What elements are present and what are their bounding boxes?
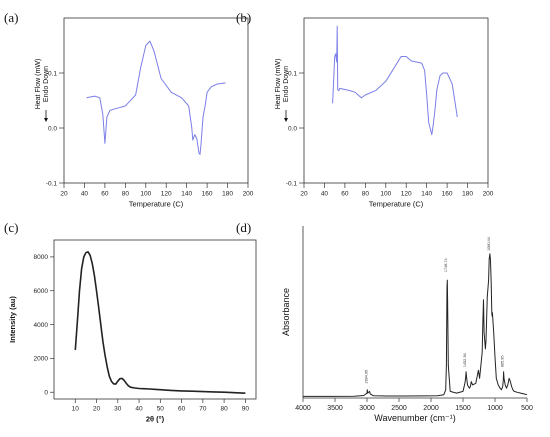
plot-frame — [303, 17, 489, 184]
ftir-chart-d: 4000 3500 3000 2500 2000 1500 1000 500 2994.95 17… — [281, 226, 533, 423]
peak-label: 865.95 — [501, 356, 505, 368]
x-tick-label: 30 — [114, 406, 122, 413]
x-tick-label: 100 — [380, 191, 391, 198]
y-axis-label-2: Endo Down — [283, 66, 290, 102]
x-tick-label: 120 — [161, 191, 172, 198]
series-line-c — [74, 250, 246, 394]
x-tick-label: 80 — [122, 191, 130, 198]
x-tick-label: 40 — [81, 191, 89, 198]
y-tick-label: 0.1 — [288, 70, 297, 77]
panel-label-c: (c) — [4, 220, 19, 235]
x-tick-label: 60 — [341, 191, 349, 198]
panel-label-d: (d) — [236, 220, 252, 235]
y-axis-label-2: Endo Down — [43, 66, 50, 102]
x-tick-label: 20 — [300, 191, 308, 198]
panel-label-a: (a) — [4, 10, 19, 25]
y-tick-label: 0.1 — [48, 70, 57, 77]
y-tick-label: -0.1 — [286, 180, 298, 187]
y-tick-label: 2000 — [34, 356, 49, 363]
x-tick-label: 180 — [462, 191, 473, 198]
y-tick-label: -0.1 — [46, 180, 58, 187]
x-tick-label: 2500 — [391, 405, 407, 412]
plot-frame — [63, 17, 249, 184]
x-tick-label: 40 — [321, 191, 329, 198]
x-tick-label: 2000 — [423, 405, 439, 412]
dsc-chart-a: 20 40 60 80 100 120 140 160 180 200 -0.1 0.0 0.1 Temp… — [35, 17, 254, 209]
x-tick-label: 90 — [242, 406, 250, 413]
x-tick-label: 3500 — [327, 405, 343, 412]
endo-arrowhead-icon — [44, 118, 48, 122]
x-tick-label: 180 — [222, 191, 233, 198]
y-tick-label: 0 — [44, 390, 48, 397]
peak-label: 2994.95 — [364, 370, 368, 384]
y-tick-label: 4000 — [34, 322, 49, 329]
xrd-chart-c: 10 20 30 40 50 60 70 80 90 0 2000 4000 6000 8000 2θ (°… — [8, 239, 257, 424]
x-axis-label: Temperature (C) — [129, 200, 184, 209]
x-axis-label: 2θ (°) — [146, 415, 165, 424]
x-tick-label: 140 — [421, 191, 432, 198]
x-tick-label: 40 — [135, 406, 143, 413]
x-tick-label: 20 — [93, 406, 101, 413]
x-tick-label: 200 — [483, 191, 494, 198]
peak-label: 1452.36 — [463, 353, 467, 367]
x-tick-label: 160 — [442, 191, 453, 198]
series-line-b — [332, 25, 458, 136]
x-tick-label: 60 — [101, 191, 109, 198]
x-tick-label: 10 — [72, 406, 80, 413]
y-axis-label: Heat Flow (mW) — [35, 59, 42, 110]
x-tick-label: 200 — [243, 191, 254, 198]
x-tick-label: 4000 — [295, 405, 311, 412]
panel-label-b: (b) — [236, 10, 252, 25]
x-tick-label: 20 — [60, 191, 68, 198]
x-tick-label: 120 — [401, 191, 412, 198]
x-tick-label: 1000 — [487, 405, 503, 412]
x-tick-label: 50 — [157, 406, 165, 413]
x-tick-label: 100 — [140, 191, 151, 198]
dsc-chart-b: 20 40 60 80 100 120 140 160 180 200 -0.1 0.0 0.1 Temp… — [275, 17, 494, 209]
y-tick-label: 0.0 — [48, 125, 57, 132]
y-tick-label: 6000 — [34, 288, 49, 295]
y-tick-label: 8000 — [34, 254, 49, 261]
x-tick-label: 160 — [202, 191, 213, 198]
x-tick-label: 140 — [181, 191, 192, 198]
x-axis-label: Wavenumber (cm⁻¹) — [374, 413, 455, 423]
peak-label: 1080.44 — [487, 237, 491, 251]
x-tick-label: 80 — [362, 191, 370, 198]
endo-arrowhead-icon — [284, 118, 288, 122]
x-tick-label: 80 — [220, 406, 228, 413]
y-axis-label: Absorbance — [281, 288, 291, 336]
peak-label: 1748.74 — [444, 258, 448, 272]
y-axis-label: Heat Flow (mW) — [275, 59, 282, 110]
y-axis-label: Intensity (au) — [8, 296, 17, 343]
series-line-a — [86, 40, 226, 155]
x-tick-label: 1500 — [455, 405, 471, 412]
x-axis-label: Temperature (C) — [369, 200, 424, 209]
x-tick-label: 60 — [178, 406, 186, 413]
x-tick-label: 70 — [199, 406, 207, 413]
series-line-d — [303, 253, 528, 397]
y-tick-label: 0.0 — [288, 125, 297, 132]
x-tick-label: 3000 — [359, 405, 375, 412]
plot-frame — [53, 239, 257, 400]
x-tick-label: 500 — [521, 405, 533, 412]
